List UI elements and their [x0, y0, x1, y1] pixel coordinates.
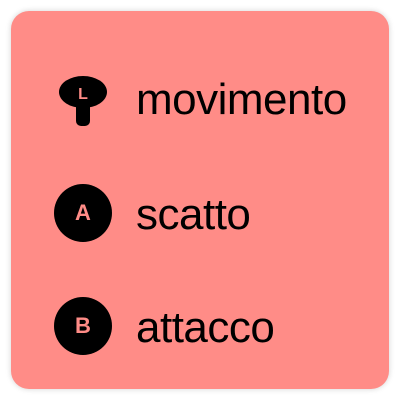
a-button-letter: A: [75, 200, 91, 225]
left-stick-letter: L: [78, 86, 88, 103]
control-label-dash: scatto: [136, 190, 251, 239]
control-label-movement: movimento: [136, 75, 347, 124]
b-button-letter: B: [75, 313, 91, 338]
control-label-attack: attacco: [136, 303, 275, 352]
b-button-icon: B: [54, 297, 112, 355]
controls-card: L movimento A scatto B attacco: [11, 11, 389, 389]
a-button-icon: A: [54, 184, 112, 242]
left-stick-icon: L: [59, 76, 107, 126]
